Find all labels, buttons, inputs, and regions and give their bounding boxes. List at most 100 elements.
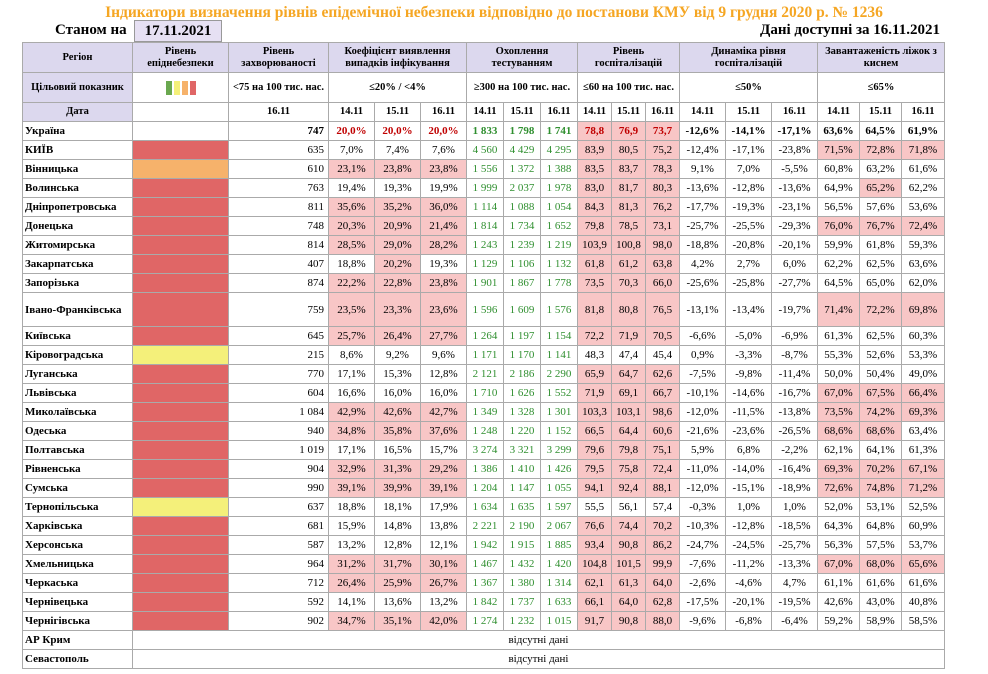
hosp-cell: 70,5 [645,326,680,346]
missing-data-cell: відсутні дані [132,649,945,669]
region-cell: Івано-Франківська [22,292,133,327]
beds-cell: 72,6% [817,478,860,498]
detection-cell: 16,5% [374,440,421,460]
testing-cell: 1 248 [466,421,504,441]
beds-cell: 71,2% [901,478,945,498]
legend-swatch-red [189,80,196,95]
testing-cell: 2 190 [503,516,541,536]
morbidity-cell: 712 [228,573,329,593]
beds-cell: 61,8% [859,235,902,255]
testing-cell: 1 055 [540,478,578,498]
dyn-cell: 2,7% [725,254,772,274]
detection-cell: 16,0% [420,383,467,403]
detection-cell: 31,2% [328,554,375,574]
testing-cell: 1 901 [466,273,504,293]
beds-cell: 42,6% [817,592,860,612]
beds-cell: 62,5% [859,254,902,274]
dyn-cell: -25,5% [725,216,772,236]
dyn-cell: -24,7% [679,535,726,555]
dyn-cell: -17,7% [679,197,726,217]
morbidity-cell: 681 [228,516,329,536]
testing-cell: 1 328 [503,402,541,422]
detection-cell: 15,9% [328,516,375,536]
table-row: Миколаївська 1 084 42,9% 42,6% 42,7% 1 349 1 3… [22,402,945,422]
hosp-cell: 98,0 [645,235,680,255]
detection-cell: 21,4% [420,216,467,236]
region-cell: Чернігівська [22,611,133,631]
hosp-cell: 56,1 [611,497,646,517]
header-dyn: Динаміка рівня госпіталізацій [679,42,818,73]
detection-cell: 9,6% [420,345,467,365]
testing-cell: 1 420 [540,554,578,574]
testing-cell: 1 552 [540,383,578,403]
hosp-cell: 101,5 [611,554,646,574]
dyn-cell: -17,5% [679,592,726,612]
danger-level-cell [132,364,229,384]
danger-level-cell [132,383,229,403]
hosp-target: ≤60 на 100 тис. нас. [577,72,680,103]
detection-cell: 35,8% [374,421,421,441]
beds-cell: 53,3% [901,345,945,365]
detection-cell: 7,0% [328,140,375,160]
danger-level-cell [132,478,229,498]
table-row: Полтавська 1 019 17,1% 16,5% 15,7% 3 274 3 321… [22,440,945,460]
hosp-cell: 63,8 [645,254,680,274]
testing-cell: 1 232 [503,611,541,631]
beds-cell: 76,0% [817,216,860,236]
beds-cell: 66,4% [901,383,945,403]
testing-cell: 1 154 [540,326,578,346]
dyn-cell: -20,1% [771,235,818,255]
morbidity-date: 16.11 [228,102,329,122]
dyn-cell: -24,5% [725,535,772,555]
testing-cell: 3 321 [503,440,541,460]
dyn-cell: -10,3% [679,516,726,536]
dyn-cell: -11,2% [725,554,772,574]
dyn-cell: -12,8% [725,178,772,198]
beds-cell: 65,0% [859,273,902,293]
beds-cell: 63,6% [901,254,945,274]
header-morbidity: Рівень захворюваності [228,42,329,73]
hosp-cell: 103,3 [577,402,612,422]
beds-cell: 64,1% [859,440,902,460]
dyn-cell: 6,8% [725,440,772,460]
table-row-missing: Севастополь відсутні дані [22,649,945,669]
danger-level-cell [132,421,229,441]
hosp-cell: 66,5 [577,421,612,441]
hosp-cell: 73,7 [645,121,680,141]
detection-cell: 37,6% [420,421,467,441]
detection-cell: 32,9% [328,459,375,479]
region-cell: Одеська [22,421,133,441]
beds-cell: 61,9% [901,121,945,141]
beds-cell: 67,0% [817,383,860,403]
dyn-cell: -12,8% [725,516,772,536]
hosp-cell: 48,3 [577,345,612,365]
danger-level-cell [132,326,229,346]
region-cell: Кіровоградська [22,345,133,365]
dyn-cell: -14,6% [725,383,772,403]
detection-cell: 30,1% [420,554,467,574]
danger-level-cell [132,216,229,236]
dyn-cell: -15,1% [725,478,772,498]
detection-cell: 34,8% [328,421,375,441]
beds-cell: 64,9% [817,178,860,198]
testing-cell: 2 221 [466,516,504,536]
detection-cell: 7,6% [420,140,467,160]
testing-cell: 2 290 [540,364,578,384]
dyn-cell: -6,6% [679,326,726,346]
testing-cell: 1 219 [540,235,578,255]
beds-cell: 49,0% [901,364,945,384]
dyn-cell: -6,8% [725,611,772,631]
danger-level-cell [132,159,229,179]
testing-cell: 1 114 [466,197,504,217]
hosp-cell: 65,9 [577,364,612,384]
hosp-cell: 69,1 [611,383,646,403]
detection-cell: 20,9% [374,216,421,236]
hosp-cell: 83,0 [577,178,612,198]
detection-cell: 16,0% [374,383,421,403]
detection-cell: 20,0% [420,121,467,141]
region-cell: Харківська [22,516,133,536]
dyn-cell: -7,5% [679,364,726,384]
dyn-cell: 4,2% [679,254,726,274]
morbidity-cell: 811 [228,197,329,217]
testing-cell: 4 429 [503,140,541,160]
